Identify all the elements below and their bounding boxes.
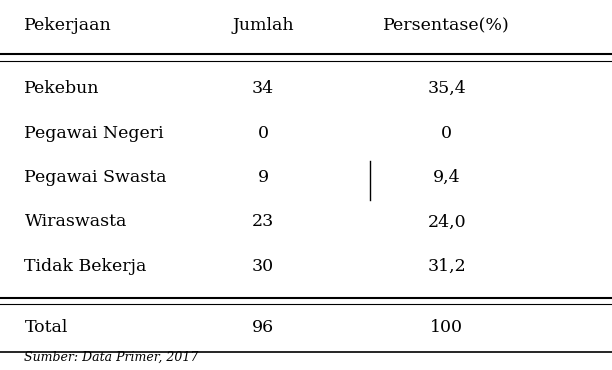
Text: Total: Total <box>24 319 68 336</box>
Text: 23: 23 <box>252 213 274 231</box>
Text: 0: 0 <box>258 125 269 142</box>
Text: 31,2: 31,2 <box>427 258 466 275</box>
Text: Pekebun: Pekebun <box>24 80 100 97</box>
Text: Jumlah: Jumlah <box>233 17 294 34</box>
Text: 9,4: 9,4 <box>433 169 461 186</box>
Text: Pekerjaan: Pekerjaan <box>24 17 112 34</box>
Text: 30: 30 <box>252 258 274 275</box>
Text: 0: 0 <box>441 125 452 142</box>
Text: 100: 100 <box>430 319 463 336</box>
Text: 96: 96 <box>252 319 274 336</box>
Text: 35,4: 35,4 <box>427 80 466 97</box>
Text: Pegawai Swasta: Pegawai Swasta <box>24 169 167 186</box>
Text: Tidak Bekerja: Tidak Bekerja <box>24 258 147 275</box>
Text: 9: 9 <box>258 169 269 186</box>
Text: Persentase(%): Persentase(%) <box>383 17 510 34</box>
Text: Sumber: Data Primer, 2017: Sumber: Data Primer, 2017 <box>24 350 199 363</box>
Text: Wiraswasta: Wiraswasta <box>24 213 127 231</box>
Text: 34: 34 <box>252 80 274 97</box>
Text: Pegawai Negeri: Pegawai Negeri <box>24 125 164 142</box>
Text: 24,0: 24,0 <box>427 213 466 231</box>
